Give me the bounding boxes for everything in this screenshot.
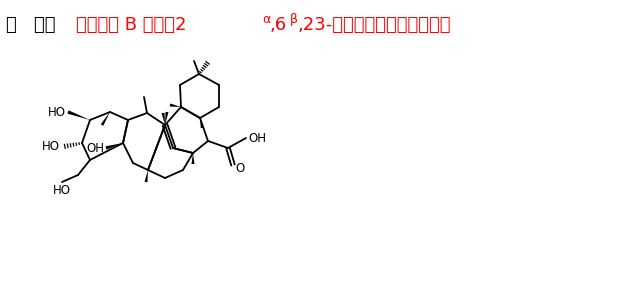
Polygon shape	[105, 143, 123, 150]
Text: HO: HO	[48, 105, 66, 119]
Polygon shape	[144, 170, 148, 182]
Text: 结   构：: 结 构：	[6, 16, 56, 34]
Text: β: β	[290, 13, 298, 26]
Text: 积雪草苷 B 苷元：2: 积雪草苷 B 苷元：2	[76, 16, 187, 34]
Text: α: α	[262, 13, 270, 26]
Text: OH: OH	[86, 141, 104, 154]
Polygon shape	[165, 112, 169, 125]
Polygon shape	[200, 118, 203, 128]
Polygon shape	[170, 104, 181, 107]
Polygon shape	[162, 113, 165, 125]
Text: ,6: ,6	[270, 16, 287, 34]
Polygon shape	[192, 153, 194, 164]
Text: ,23-三羟基齐墩果酸；终油酸: ,23-三羟基齐墩果酸；终油酸	[298, 16, 452, 34]
Text: HO: HO	[53, 184, 71, 197]
Text: OH: OH	[248, 132, 266, 145]
Polygon shape	[101, 112, 110, 126]
Polygon shape	[67, 110, 90, 120]
Text: O: O	[235, 162, 244, 175]
Text: HO: HO	[42, 140, 60, 154]
